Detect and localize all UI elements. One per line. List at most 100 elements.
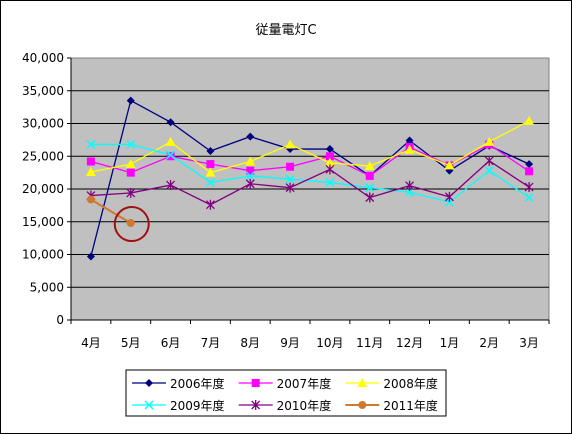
x-tick-label: 3月 [519,336,539,350]
legend-label: 2007年度 [277,376,332,391]
data-point [365,171,374,180]
y-tick-label: 10,000 [22,248,64,262]
data-point [86,195,95,204]
y-tick-label: 20,000 [22,182,64,196]
data-point [245,156,256,166]
legend-entry: 2010年度 [238,398,332,413]
data-point [365,192,375,203]
x-axis: 4月 5月 6月 7月 8月 9月 10月 11月 12月 1月 2月 3月 [70,319,550,350]
legend-entry: 2006年度 [132,376,225,391]
x-tick-label: 11月 [356,336,383,350]
legend-entry: 2007年度 [238,376,332,391]
series-line [90,120,530,174]
data-point [525,160,534,169]
x-tick-label: 12月 [396,336,423,350]
x-tick-label: 5月 [121,336,141,350]
data-point [206,147,215,156]
data-point [206,160,215,169]
legend-label: 2006年度 [170,376,225,391]
data-point [325,164,335,175]
data-point [405,136,414,145]
data-point [125,159,136,169]
data-point [357,378,368,387]
data-point [365,183,375,193]
series-line [90,198,132,224]
legend-entry: 2011年度 [345,398,438,413]
data-point [251,400,261,410]
data-point [126,187,136,198]
data-point [126,139,136,149]
data-point [246,166,255,175]
data-point [251,379,260,387]
chart-title: 従量電灯C [255,23,316,38]
y-tick-label: 40,000 [22,51,64,65]
data-point [524,182,534,193]
annotation-layer [113,206,150,243]
data-point [166,118,175,127]
data-point [484,155,494,166]
data-point [85,166,96,176]
legend-entry: 2009年度 [132,398,225,413]
data-point [325,152,334,161]
series-5 [86,155,534,210]
data-point [245,171,255,181]
series-line [90,143,530,203]
legend-entry: 2008年度 [345,376,438,391]
data-point [358,401,367,409]
legend-label: 2011年度 [383,398,438,413]
series-6 [86,195,135,228]
data-point [524,115,535,125]
data-point [325,177,335,187]
x-tick-label: 4月 [81,336,101,350]
data-point [126,168,135,177]
data-point [524,192,534,203]
y-tick-label: 35,000 [22,84,64,98]
data-point [525,167,534,176]
data-point [364,161,375,171]
y-tick-label: 5,000 [30,280,64,294]
data-point [205,167,216,177]
data-point [166,152,175,161]
series-layer [85,96,535,261]
x-tick-label: 2月 [479,336,499,350]
data-point [165,136,176,146]
y-tick-label: 0 [56,313,64,327]
data-point [484,166,494,176]
data-point [444,191,454,202]
x-tick-label: 8月 [240,336,260,350]
gridlines [71,90,549,288]
legend-label: 2008年度 [383,376,438,391]
legend: 2006年度 2007年度 2008年度 2009年度 2010年度 2011年度 [125,369,447,417]
y-tick-label: 25,000 [22,149,64,163]
data-point [166,180,176,191]
x-tick-label: 10月 [316,336,343,350]
data-point [86,139,96,149]
legend-label: 2010年度 [277,398,332,413]
data-point [86,252,95,261]
data-point [166,150,176,160]
series-3 [85,115,535,177]
data-point [286,162,295,171]
data-point [245,178,255,189]
data-point [126,96,135,105]
x-tick-label: 1月 [440,336,460,350]
highlight-circle [113,206,150,243]
x-tick-label: 9月 [280,336,300,350]
data-point [86,157,95,166]
series-line [90,99,530,257]
data-point [285,182,295,193]
x-tick-label: 7月 [201,336,221,350]
data-point [444,160,455,170]
data-point [404,144,415,154]
y-tick-label: 15,000 [22,215,64,229]
legend-label: 2009年度 [170,398,225,413]
data-point [285,139,296,149]
data-point [325,145,334,154]
data-point [484,136,495,146]
data-point [205,199,215,210]
data-point [145,379,153,387]
y-axis: 0 5,000 10,000 15,000 20,000 25,000 30,000 35,0… [22,51,72,327]
data-point [405,187,415,197]
data-point [144,400,154,410]
